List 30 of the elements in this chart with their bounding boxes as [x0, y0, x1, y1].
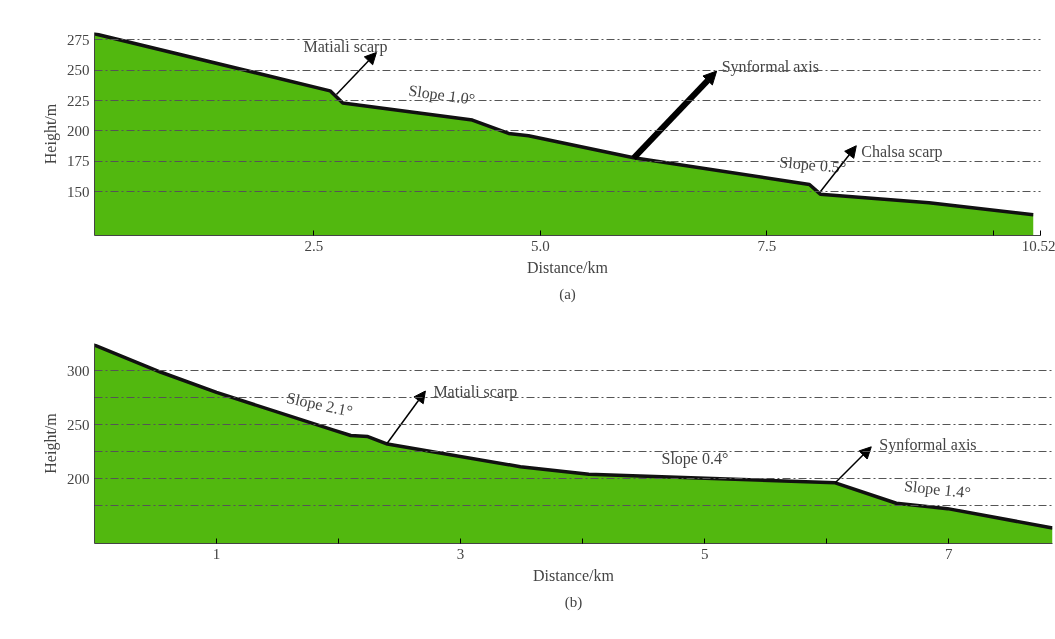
y-axis-title: Height/m — [42, 412, 60, 474]
y-axis-title: Height/m — [42, 103, 60, 165]
x-tick-label: 10.52 — [1021, 237, 1055, 254]
annotation: Matiali scarp — [303, 37, 388, 56]
x-tick-label: 5.0 — [530, 237, 550, 254]
x-tick-label: 5 — [700, 545, 709, 562]
annotation: Slope 2.1° — [284, 389, 355, 421]
x-tick-label: 7.5 — [757, 237, 777, 254]
annotation: Synformal axis — [879, 436, 977, 455]
y-tick-label: 250 — [67, 62, 90, 79]
y-tick-label: 200 — [67, 122, 90, 139]
x-tick-label: 7 — [945, 545, 954, 562]
annotation: Chalsa scarp — [861, 143, 943, 162]
x-axis-title: Distance/km — [533, 566, 615, 584]
annotation: Matiali scarp — [433, 382, 518, 401]
y-tick-label: 150 — [67, 183, 90, 200]
x-tick-label: 2.5 — [304, 237, 324, 254]
y-tick-label: 225 — [67, 92, 90, 109]
x-tick-label: 1 — [212, 545, 221, 562]
y-tick-label: 250 — [67, 416, 90, 433]
text: (b) — [564, 593, 583, 611]
x-tick-label: 3 — [456, 545, 465, 562]
text: (a) — [559, 285, 576, 303]
x-axis-title: Distance/km — [527, 258, 609, 276]
y-tick-label: 275 — [67, 31, 90, 48]
annotation: Slope 0.4° — [661, 450, 729, 469]
y-tick-label: 300 — [67, 362, 90, 379]
y-tick-label: 175 — [67, 153, 90, 170]
annotation: Slope 1.4° — [903, 477, 972, 503]
y-tick-label: 200 — [67, 470, 90, 487]
